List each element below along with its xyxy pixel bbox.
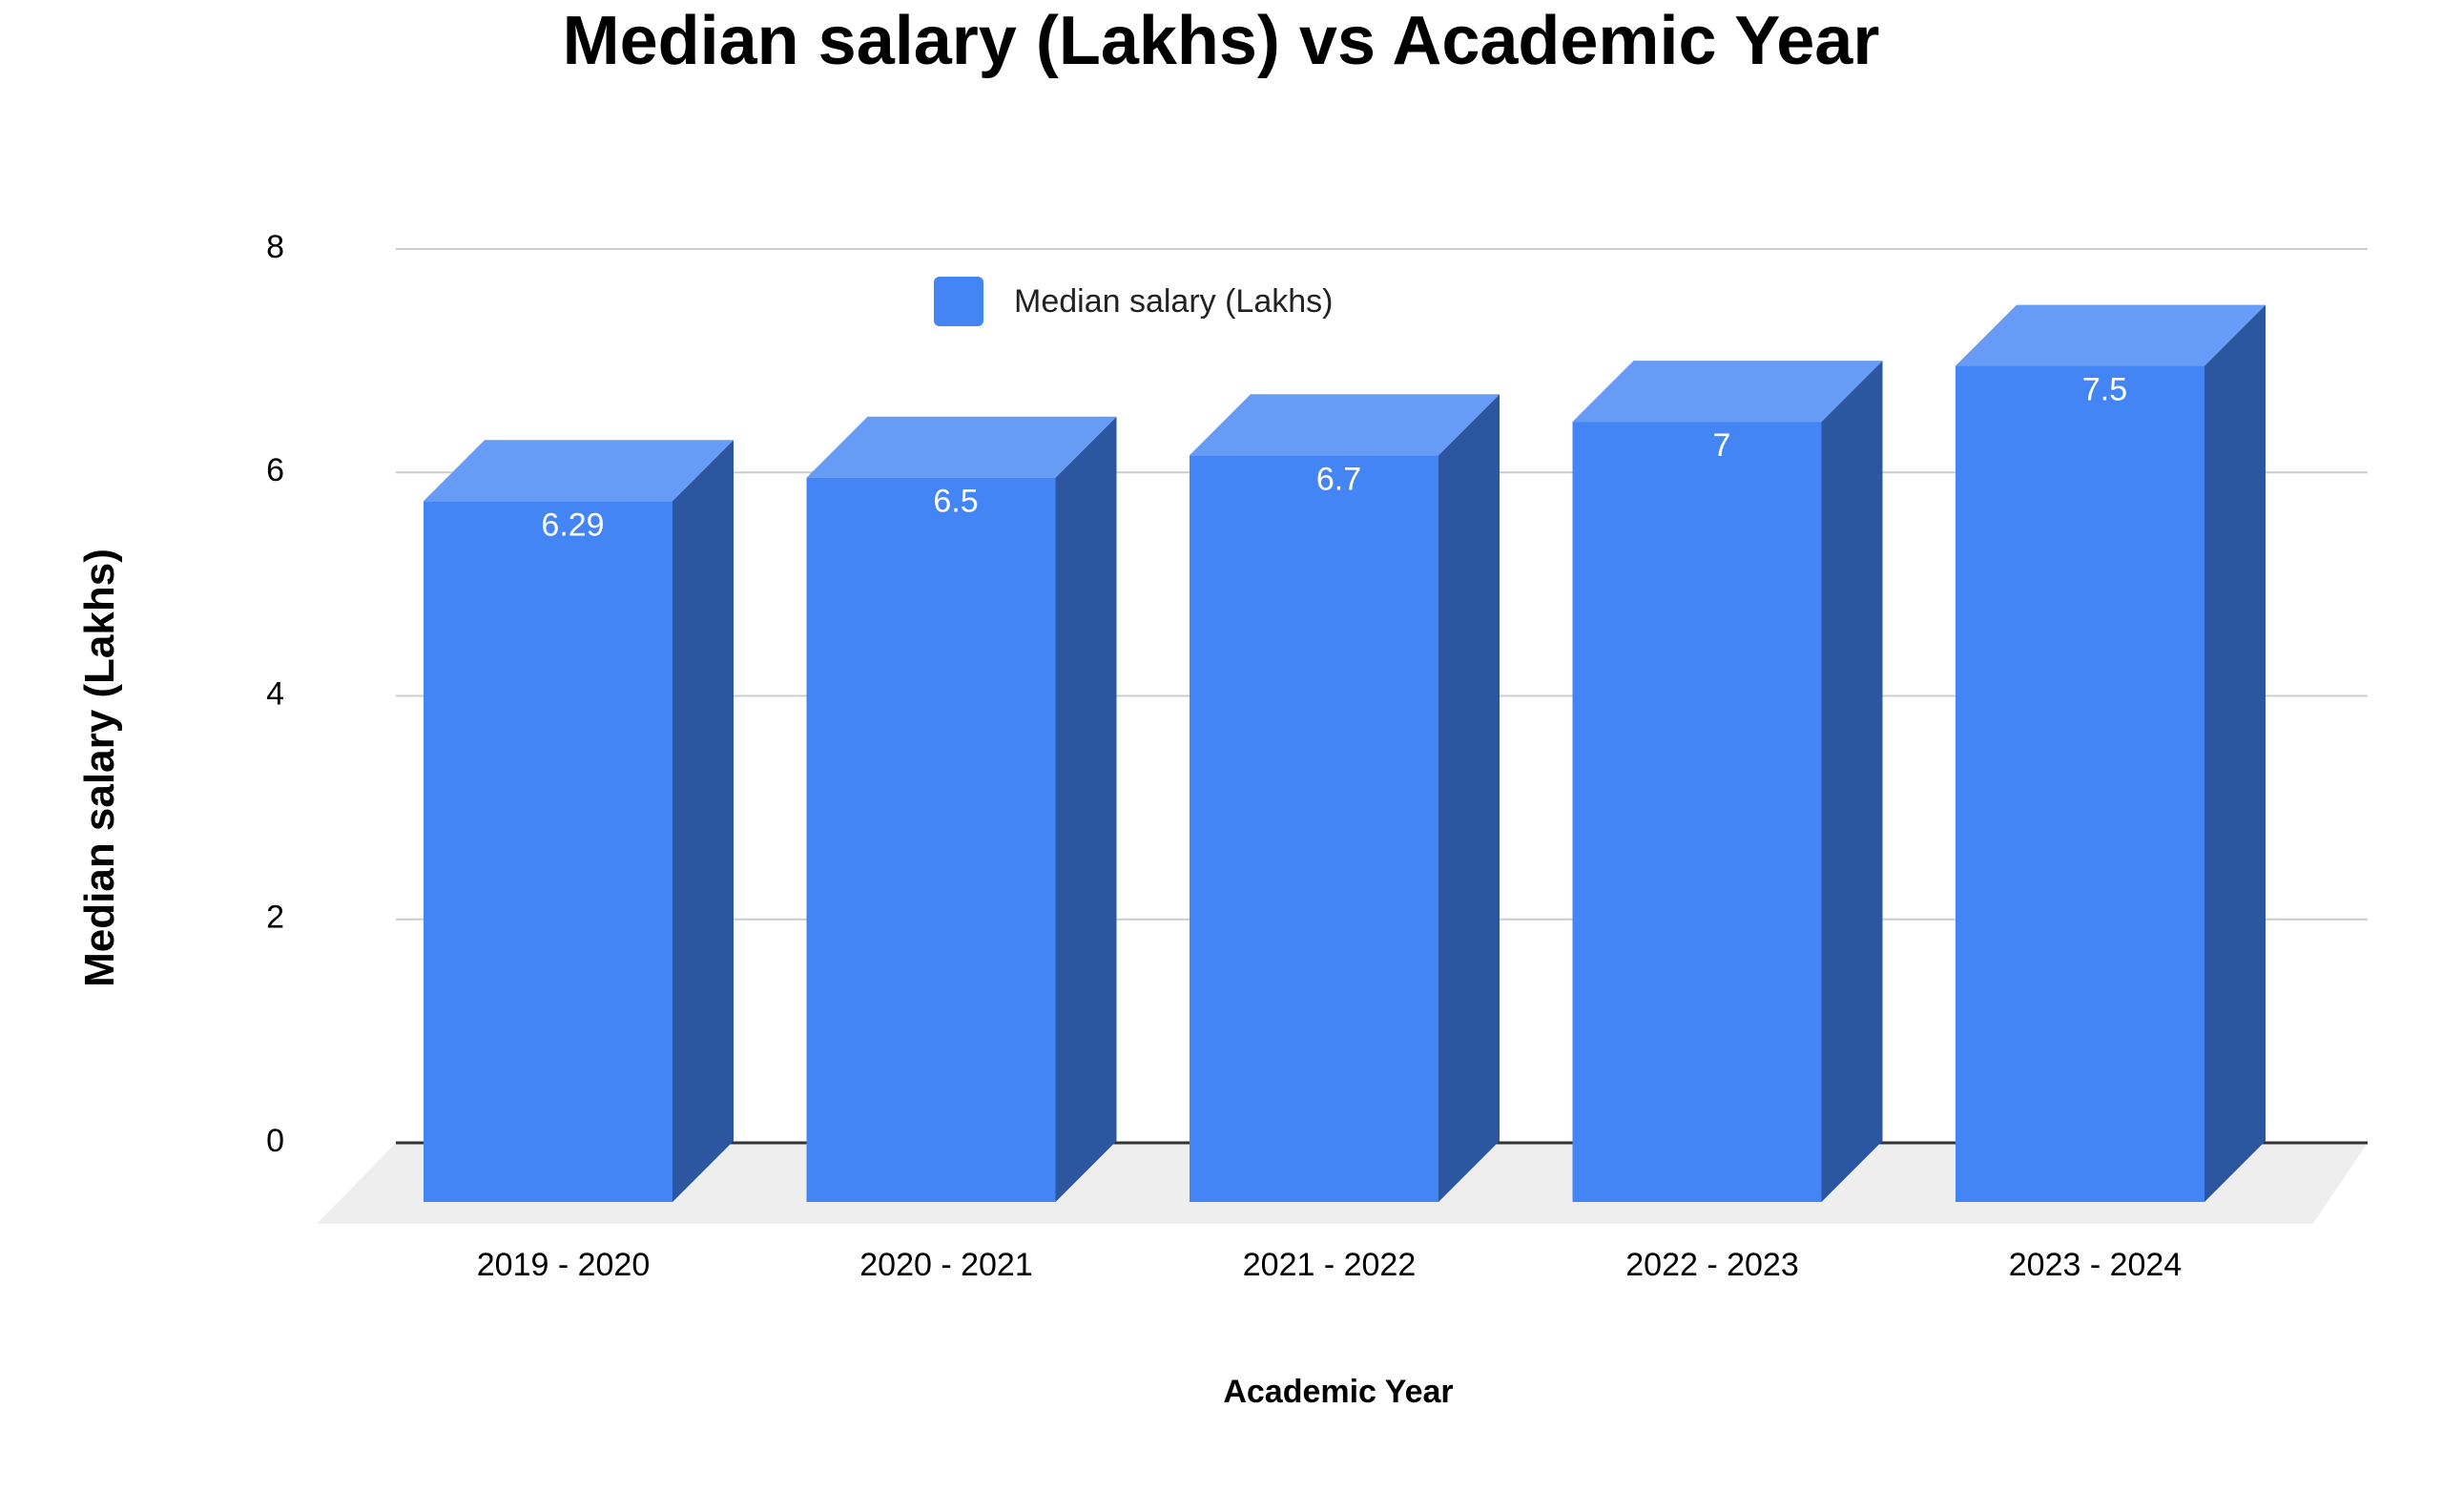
data-label: 7.5 xyxy=(2082,372,2127,408)
bar xyxy=(1956,304,2266,1202)
y-tick-label: 0 xyxy=(266,1123,284,1159)
bar-side xyxy=(673,440,734,1202)
data-label: 6.7 xyxy=(1316,461,1361,497)
data-label: 6.5 xyxy=(933,484,978,520)
data-label: 6.29 xyxy=(541,507,604,543)
x-tick-label: 2019 - 2020 xyxy=(477,1247,651,1283)
chart-title: Median salary (Lakhs) vs Academic Year xyxy=(562,3,1880,79)
bar xyxy=(424,440,734,1202)
bar-front xyxy=(1190,455,1438,1202)
bar xyxy=(806,416,1117,1202)
bar-top xyxy=(424,440,734,502)
y-tick-label: 8 xyxy=(266,229,284,265)
x-tick-label: 2020 - 2021 xyxy=(859,1247,1033,1283)
bar-top xyxy=(806,416,1117,478)
x-tick-label: 2022 - 2023 xyxy=(1625,1247,1799,1283)
bar-front xyxy=(806,477,1056,1202)
legend-label: Median salary (Lakhs) xyxy=(1014,283,1333,320)
y-tick-label: 6 xyxy=(266,452,284,488)
bar xyxy=(1190,394,1500,1202)
bar-side xyxy=(1821,361,1883,1202)
x-tick-label: 2023 - 2024 xyxy=(2009,1247,2183,1283)
bar-top xyxy=(1956,304,2266,366)
y-tick-label: 4 xyxy=(266,675,284,712)
bar-top xyxy=(1190,394,1500,456)
bar-top xyxy=(1572,361,1883,423)
bar-front xyxy=(1572,422,1822,1202)
bar-front xyxy=(1956,365,2204,1202)
bar-front xyxy=(424,501,673,1202)
bar-side xyxy=(1438,394,1500,1202)
bar-side xyxy=(2204,304,2266,1202)
x-axis-title: Academic Year xyxy=(1223,1374,1454,1410)
legend-swatch xyxy=(934,277,983,326)
x-tick-label: 2021 - 2022 xyxy=(1243,1247,1417,1283)
bar-side xyxy=(1055,416,1117,1202)
y-tick-label: 2 xyxy=(266,900,284,936)
bar xyxy=(1572,361,1883,1202)
data-label: 7 xyxy=(1713,427,1731,464)
